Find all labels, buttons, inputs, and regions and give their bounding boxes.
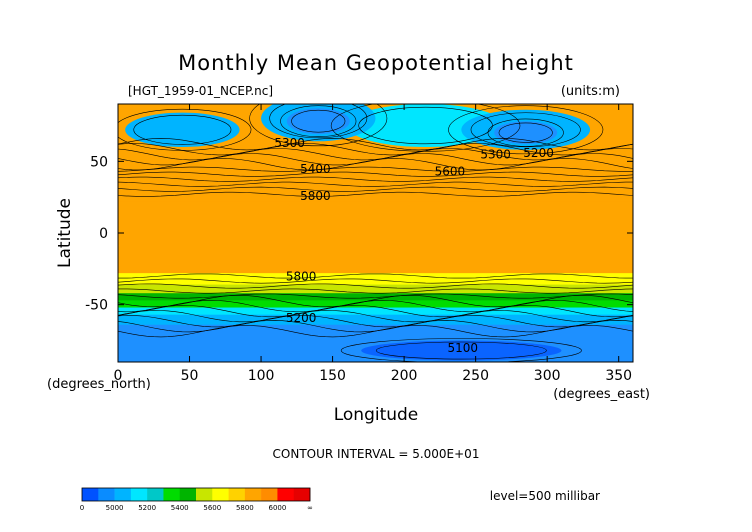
contour-label: 5600: [435, 165, 466, 179]
chart-title: Monthly Mean Geopotential height: [178, 51, 574, 75]
feature-contour-6-2: [118, 108, 252, 151]
contour-line-7: [118, 176, 633, 182]
feature-contour-1-2: [448, 105, 604, 155]
legend-tick-label: 5800: [236, 504, 254, 512]
x-tick-label: 250: [462, 368, 489, 384]
legend-swatch: [130, 488, 148, 501]
contour-line-4: [118, 158, 633, 171]
contour-line-17: [118, 300, 633, 313]
legend-swatch: [82, 488, 99, 501]
y-tick-label: 50: [90, 154, 108, 170]
x-tick-label: 50: [181, 368, 199, 384]
legend-tick-label: 5400: [171, 504, 189, 512]
contour-label: 5800: [286, 269, 317, 283]
feature-contour-5-1: [358, 106, 493, 145]
contour-line-20: [118, 315, 633, 328]
contour-line-6: [118, 171, 633, 177]
legend-tick-label: 5600: [203, 504, 221, 512]
legend-swatch: [196, 488, 213, 501]
contour-label: 5200: [286, 311, 317, 325]
units-label: (units:m): [561, 84, 620, 99]
legend-swatch: [293, 488, 311, 501]
contour-label: 5300: [480, 147, 511, 161]
contour-line-1: [118, 143, 633, 156]
feature-contour-4-1: [375, 341, 547, 360]
legend-swatch: [261, 488, 278, 501]
pressure-feature-1: [125, 112, 240, 147]
contour-line-18: [118, 305, 633, 318]
legend-swatch: [244, 488, 262, 501]
x-tick-label: 0: [114, 368, 123, 384]
level-text: level=500 millibar: [490, 489, 600, 503]
feature-contour-5-2: [330, 104, 521, 152]
x-unit-label: (degrees_east): [553, 387, 650, 402]
legend-swatch: [98, 488, 115, 501]
map-plot-area: 5300 5300 5200 5600 5800 5400 5100 5800 5200: [117, 103, 634, 363]
feature-contour-4-2: [340, 338, 582, 362]
feature-contour-3-1: [498, 122, 553, 143]
feature-contour-2-2: [280, 105, 357, 137]
legend-swatch: [163, 488, 181, 501]
feature-contour-2-1: [291, 109, 346, 133]
legend-swatch: [212, 488, 229, 501]
feature-contour-6-1: [133, 114, 232, 145]
pressure-feature-5: [494, 121, 558, 145]
y-axis-label: Latitude: [55, 198, 75, 268]
legend-swatch: [179, 488, 197, 501]
legend-swatch: [228, 488, 246, 501]
color-legend: 0 5000 5200 5400 5600 5800 6000 ∞: [80, 487, 313, 512]
contour-interval-text: CONTOUR INTERVAL = 5.000E+01: [273, 447, 480, 461]
legend-tick-label: 0: [80, 504, 84, 512]
contour-line-13: [118, 283, 633, 289]
contour-label: 5300: [274, 136, 305, 150]
contour-line-9: [118, 186, 633, 192]
y-unit-label: (degrees_north): [47, 377, 151, 392]
legend-tick-label: 6000: [269, 504, 287, 512]
pressure-feature-4: [286, 108, 350, 135]
contour-line-19: [118, 310, 633, 323]
x-tick-label: 100: [248, 368, 275, 384]
feature-contour-1-1: [470, 112, 581, 148]
feature-contour-0-2: [249, 104, 388, 147]
contour-label: 5400: [300, 162, 331, 176]
pressure-feature-6: [361, 340, 562, 361]
legend-swatch: [114, 488, 132, 501]
file-label: [HGT_1959-01_NCEP.nc]: [128, 84, 273, 98]
contour-line-8: [118, 181, 633, 187]
contour-line-2: [118, 148, 633, 161]
contour-line-10: [118, 191, 633, 197]
x-axis-ticks: 0 50 100 150 200 250 300 350: [114, 104, 632, 384]
x-tick-label: 350: [605, 368, 632, 384]
contour-line-5: [118, 166, 633, 172]
y-axis-ticks: 50 0 -50: [85, 154, 633, 314]
contour-line-14: [118, 288, 633, 294]
x-tick-label: 300: [534, 368, 561, 384]
legend-swatch: [147, 488, 164, 501]
contour-line-11: [118, 273, 633, 279]
y-tick-label: -50: [85, 298, 108, 314]
feature-contour-3-2: [487, 118, 564, 147]
legend-tick-label: 5000: [106, 504, 124, 512]
legend-frame: [81, 487, 311, 502]
contour-label: 5200: [523, 146, 554, 160]
legend-tick-label: 5200: [138, 504, 156, 512]
feature-contour-0-1: [269, 104, 368, 139]
legend-swatch: [277, 488, 295, 501]
x-tick-label: 150: [319, 368, 346, 384]
contour-label: 5100: [447, 341, 478, 355]
contour-line-15: [118, 293, 633, 299]
contour-line-22: [118, 325, 633, 338]
contour-line-16: [118, 295, 633, 308]
x-axis-label: Longitude: [334, 405, 419, 425]
contour-label: 5800: [300, 189, 331, 203]
x-tick-label: 200: [391, 368, 418, 384]
legend-tick-label: ∞: [307, 504, 313, 512]
contour-line-12: [118, 278, 633, 284]
y-tick-label: 0: [99, 226, 108, 242]
